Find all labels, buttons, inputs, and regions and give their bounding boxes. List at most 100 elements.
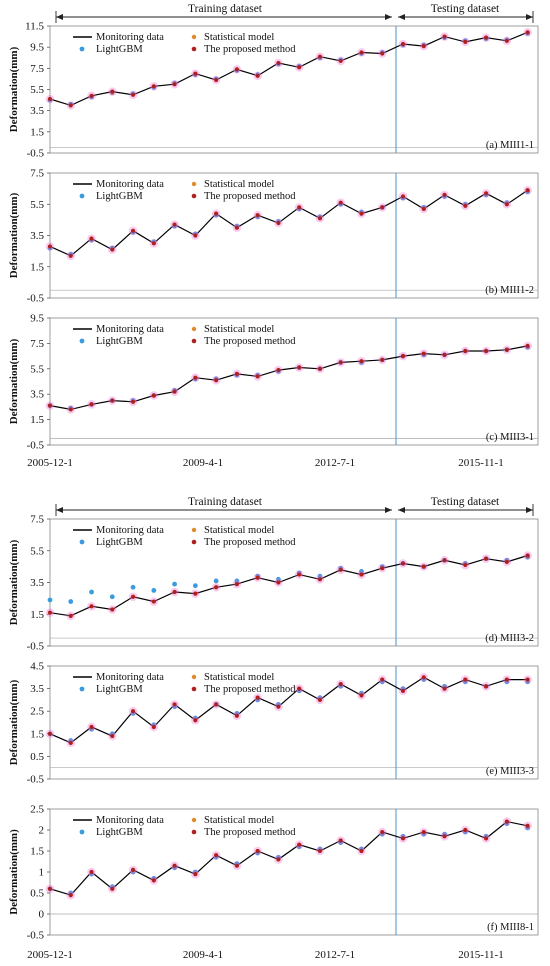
legend-statistical-label: Statistical model [204,815,274,826]
proposed-point [525,553,530,558]
y-tick-label: 5.5 [30,199,44,211]
proposed-point [110,89,115,94]
panel-caption: (a) MIII1-1 [486,140,534,151]
dataset-header-2: Training dataset Testing dataset [55,496,534,516]
legend-proposed-swatch [191,539,197,545]
proposed-point [130,709,136,714]
x-axis-2: 2005-12-1 2009-4-1 2012-7-1 2015-11-1 [27,949,504,961]
proposed-point [504,202,509,207]
proposed-point [483,556,489,561]
testing-arrowhead-right [526,507,533,513]
proposed-point [193,872,198,877]
proposed-point [359,211,364,216]
chart-panel-6: -0.5 0 0.5 1 1.5 2 2.5 Deformation(mm) Monitorin… [8,804,539,942]
proposed-point [110,247,115,252]
proposed-point [380,51,385,56]
legend-statistical-swatch [191,326,197,332]
proposed-point [442,834,447,839]
proposed-point [317,848,323,854]
proposed-point [359,848,364,854]
proposed-point [421,564,426,569]
proposed-point [317,54,323,59]
training-dataset-label: Training dataset [188,496,263,508]
legend-statistical-label: Statistical model [204,179,274,190]
legend-proposed-label: The proposed method [204,191,296,202]
lightgbm-point [234,578,240,584]
legend-proposed-swatch [191,193,197,199]
legend-lightgbm-swatch [79,193,85,199]
proposed-point [193,71,198,76]
y-tick-label: 5.5 [30,84,44,96]
legend-lightgbm-swatch [79,338,85,344]
proposed-point [89,869,94,875]
proposed-point [47,886,53,891]
y-tick-label: 4.5 [30,661,44,673]
y-tick-label: 9.5 [30,313,44,325]
proposed-point [193,591,198,596]
y-tick-label: -0.5 [27,293,45,305]
proposed-point [234,371,239,376]
proposed-point [463,203,468,208]
proposed-point [359,50,364,55]
series-monitoring [49,676,528,744]
chart-panel-4: -0.5 1.5 3.5 5.5 7.5 Deformation(mm) Monitorin… [8,514,539,653]
training-arrowhead-right [385,507,392,513]
legend-lightgbm-swatch [79,46,85,52]
legend-proposed-label: The proposed method [204,44,296,55]
lightgbm-point [276,576,281,582]
proposed-point [172,863,177,868]
proposed-point [380,566,385,571]
lightgbm-point [109,594,115,600]
y-tick-label: 2.5 [30,804,44,816]
series-monitoring [49,31,528,107]
proposed-point [421,351,426,356]
legend-monitoring-label: Monitoring data [96,32,164,43]
x-tick-label: 2015-11-1 [458,949,503,961]
proposed-point [297,65,302,70]
proposed-point [504,819,509,824]
series-lightgbm [47,554,531,604]
proposed-point [214,211,219,216]
plot-frame [49,317,539,446]
proposed-point [151,878,156,883]
testing-dataset-label: Testing dataset [431,496,500,508]
proposed-point [255,213,260,218]
proposed-point [400,561,406,566]
x-tick-label: 2005-12-1 [27,457,73,469]
lightgbm-point [47,597,53,603]
x-axis-labels: 2005-12-1 2009-4-1 2012-7-1 2015-11-1 2005-1… [27,457,504,961]
proposed-point [297,686,302,691]
legend-lightgbm-label: LightGBM [96,44,143,55]
testing-arrowhead-left [398,507,405,513]
series-proposed [45,341,532,414]
proposed-point [68,103,73,108]
proposed-point [110,398,115,403]
series-monitoring [49,820,528,896]
proposed-point [89,402,94,407]
legend-lightgbm-label: LightGBM [96,684,143,695]
proposed-point [463,677,468,682]
proposed-point [172,589,177,595]
proposed-point [255,575,260,580]
proposed-point [317,577,323,582]
x-tick-label: 2009-4-1 [183,457,223,469]
proposed-point [525,343,530,349]
plot-frame [49,665,539,780]
proposed-point [68,407,73,412]
proposed-point [504,347,509,352]
y-tick-label: 0.5 [30,888,44,900]
legend-statistical-label: Statistical model [204,324,274,335]
proposed-point [89,604,94,609]
y-tick-label: 7.5 [30,514,44,526]
y-axis-label: Deformation(mm) [8,46,20,132]
proposed-point [442,686,447,691]
proposed-point [110,886,115,891]
dataset-header-1: Training dataset Testing dataset [55,3,534,23]
proposed-point [234,713,239,718]
proposed-point [130,228,136,233]
proposed-point [68,740,73,745]
y-tick-label: 1.5 [30,261,44,273]
